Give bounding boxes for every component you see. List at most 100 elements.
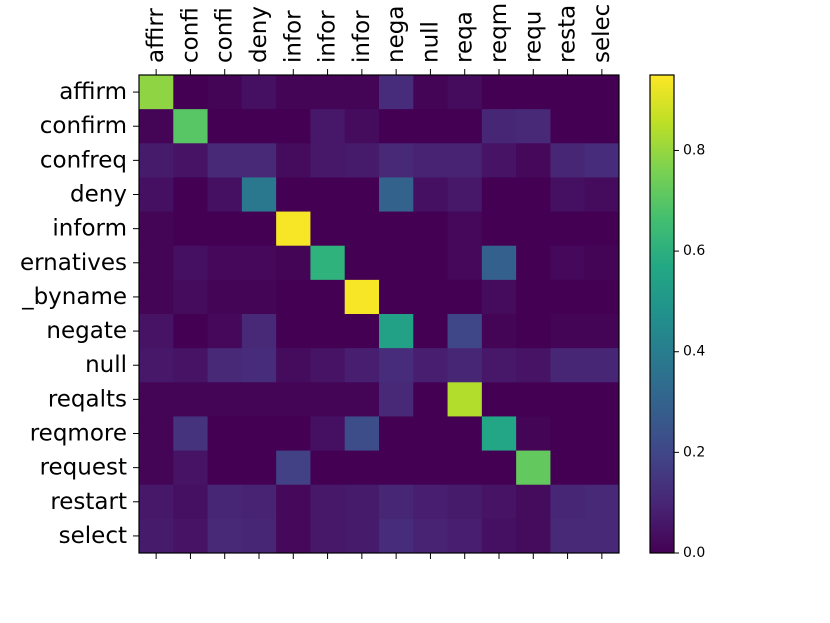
heatmap-cell	[379, 416, 414, 452]
column-label: confi	[212, 7, 238, 63]
heatmap-cell	[481, 484, 517, 520]
heatmap-cell	[447, 484, 483, 520]
heatmap-cell	[550, 245, 586, 281]
heatmap-cell	[276, 348, 311, 383]
heatmap-cell	[379, 382, 414, 417]
heatmap-cell	[481, 518, 517, 554]
row-label: negate	[46, 318, 127, 344]
heatmap-cell	[139, 143, 174, 178]
heatmap-cell	[550, 109, 586, 144]
heatmap-cell	[173, 348, 209, 383]
heatmap-cell	[344, 518, 380, 554]
heatmap-cell	[379, 109, 414, 144]
heatmap-cell	[344, 279, 380, 315]
heatmap-cell	[139, 382, 174, 417]
column-label: nega	[383, 6, 409, 63]
heatmap-cell	[447, 518, 483, 554]
column-labels: affirr confi confi deny infor infor infor nega n…	[143, 3, 615, 75]
heatmap-cell	[447, 314, 483, 349]
column-label: reqa	[452, 11, 478, 63]
heatmap-cell	[481, 279, 517, 315]
heatmap-cell	[207, 143, 243, 178]
heatmap-cell	[379, 75, 414, 110]
heatmap-cell	[241, 382, 277, 417]
heatmap-cell	[447, 177, 483, 213]
heatmap-cell	[379, 245, 414, 281]
heatmap-cell	[207, 177, 243, 213]
heatmap-cell	[276, 211, 311, 247]
heatmap-cell	[276, 75, 311, 110]
heatmap-cell	[344, 75, 380, 110]
heatmap-cell	[207, 484, 243, 520]
heatmap-cell	[173, 245, 209, 281]
heatmap-cell	[207, 314, 243, 349]
heatmap-cell	[584, 245, 620, 281]
heatmap-cell	[550, 279, 586, 315]
row-label: confreq	[40, 147, 127, 173]
column-label: affirr	[143, 8, 169, 63]
heatmap-cell	[310, 518, 346, 554]
heatmap-cell	[584, 450, 620, 486]
heatmap-cell	[447, 75, 483, 110]
heatmap-cell	[241, 348, 277, 383]
heatmap-cell	[447, 279, 483, 315]
heatmap-cell	[139, 177, 174, 213]
heatmap-cell	[310, 75, 346, 110]
heatmap-cell	[481, 177, 517, 213]
heatmap-cell	[584, 211, 620, 247]
heatmap-cell	[207, 245, 243, 281]
heatmap-cell	[516, 75, 551, 110]
heatmap-cell	[344, 314, 380, 349]
heatmap-cell	[207, 348, 243, 383]
heatmap-cell	[310, 450, 346, 486]
heatmap-cell	[550, 416, 586, 452]
heatmap-cell	[276, 143, 311, 178]
row-label: ernatives	[20, 250, 127, 276]
heatmap-cell	[447, 245, 483, 281]
heatmap-cell	[481, 109, 517, 144]
bottom-ticks	[155, 553, 603, 559]
heatmap-cell	[481, 416, 517, 452]
column-label: selec	[589, 4, 615, 63]
heatmap-cell	[584, 348, 620, 383]
heatmap-cell	[413, 143, 449, 178]
colorbar-ticks: 0.0 0.2 0.4 0.6 0.8	[674, 142, 705, 561]
heatmap-cell	[344, 143, 380, 178]
heatmap-cell	[516, 109, 551, 144]
heatmap-cell	[550, 143, 586, 178]
heatmap-cell	[207, 75, 243, 110]
heatmap-cell	[173, 382, 209, 417]
colorbar-tick-label: 0.4	[683, 344, 705, 360]
heatmap-cell	[276, 245, 311, 281]
heatmap-cell	[139, 484, 174, 520]
heatmap-cell	[584, 75, 620, 110]
heatmap-cell	[550, 314, 586, 349]
heatmap-cell	[310, 314, 346, 349]
heatmap-cell	[550, 75, 586, 110]
column-label: confi	[177, 7, 203, 63]
heatmap-cell	[584, 382, 620, 417]
heatmap-cell	[516, 348, 551, 383]
heatmap-cell	[310, 279, 346, 315]
heatmap-cell	[173, 75, 209, 110]
heatmap-cell	[413, 450, 449, 486]
heatmap-cell	[173, 484, 209, 520]
row-label: reqalts	[48, 386, 127, 412]
heatmap-cell	[447, 348, 483, 383]
column-label: infor	[315, 10, 341, 63]
heatmap-cell	[139, 518, 174, 554]
heatmap-cell	[310, 109, 346, 144]
colorbar-frame	[649, 74, 675, 554]
heatmap-cell	[550, 177, 586, 213]
heatmap-cell	[584, 416, 620, 452]
heatmap-cell	[516, 314, 551, 349]
row-label: deny	[70, 182, 127, 208]
column-label: resta	[555, 5, 581, 63]
heatmap-cell	[173, 109, 209, 144]
heatmap-cell	[276, 279, 311, 315]
heatmap-cell	[344, 416, 380, 452]
heatmap-cell	[207, 211, 243, 247]
heatmap-cell	[241, 245, 277, 281]
heatmap-cell	[481, 314, 517, 349]
